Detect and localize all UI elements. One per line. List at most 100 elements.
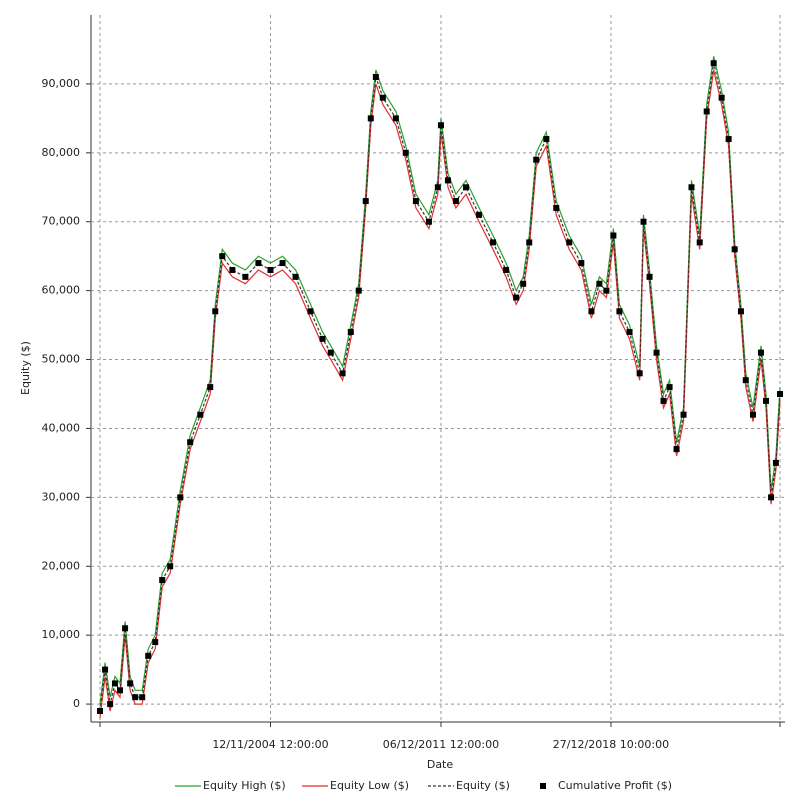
- marker: [718, 94, 725, 101]
- y-tick-label: 70,000: [42, 215, 81, 228]
- legend-label: Equity High ($): [203, 779, 286, 792]
- y-tick-label: 30,000: [42, 490, 81, 503]
- marker: [673, 446, 680, 453]
- marker: [111, 680, 118, 687]
- marker: [197, 411, 204, 418]
- marker: [355, 287, 362, 294]
- marker: [696, 239, 703, 246]
- y-tick-label: 80,000: [42, 146, 81, 159]
- marker: [588, 308, 595, 315]
- marker: [636, 370, 643, 377]
- marker: [616, 308, 623, 315]
- y-tick-label: 90,000: [42, 77, 81, 90]
- marker: [603, 287, 610, 294]
- marker: [653, 349, 660, 356]
- series-line: [99, 63, 781, 712]
- marker: [207, 384, 214, 391]
- marker: [666, 384, 673, 391]
- marker: [412, 198, 419, 205]
- y-tick-label: 20,000: [42, 559, 81, 572]
- marker: [319, 335, 326, 342]
- marker: [626, 328, 633, 335]
- marker: [452, 198, 459, 205]
- marker: [159, 577, 166, 584]
- marker: [757, 349, 764, 356]
- y-tick-label: 60,000: [42, 284, 81, 297]
- marker: [646, 273, 653, 280]
- marker: [177, 494, 184, 501]
- marker: [229, 266, 236, 273]
- marker: [566, 239, 573, 246]
- marker: [520, 280, 527, 287]
- series-line: [99, 69, 781, 718]
- marker: [425, 218, 432, 225]
- marker: [610, 232, 617, 239]
- x-tick-label: 06/12/2011 12:00:00: [383, 738, 499, 751]
- marker: [731, 246, 738, 253]
- marker: [187, 439, 194, 446]
- marker: [152, 639, 159, 646]
- marker: [680, 411, 687, 418]
- y-tick-label: 0: [73, 697, 80, 710]
- marker: [347, 328, 354, 335]
- marker: [132, 694, 139, 701]
- marker: [392, 115, 399, 122]
- marker: [139, 694, 146, 701]
- marker: [503, 266, 510, 273]
- marker: [513, 294, 520, 301]
- marker: [372, 74, 379, 81]
- marker: [379, 94, 386, 101]
- marker: [434, 184, 441, 191]
- marker: [742, 377, 749, 384]
- marker: [122, 625, 129, 632]
- marker: [292, 273, 299, 280]
- marker: [327, 349, 334, 356]
- marker: [533, 156, 540, 163]
- marker: [703, 108, 710, 115]
- marker: [267, 266, 274, 273]
- marker: [749, 411, 756, 418]
- marker: [725, 136, 732, 143]
- marker: [102, 666, 109, 673]
- marker: [578, 260, 585, 267]
- marker: [526, 239, 533, 246]
- x-tick-label: 27/12/2018 10:00:00: [553, 738, 669, 751]
- marker: [145, 652, 152, 659]
- marker: [367, 115, 374, 122]
- x-tick-label: 12/11/2004 12:00:00: [212, 738, 328, 751]
- marker: [127, 680, 134, 687]
- marker: [255, 260, 262, 267]
- y-tick-label: 50,000: [42, 353, 81, 366]
- marker: [640, 218, 647, 225]
- marker: [710, 60, 717, 67]
- marker: [553, 204, 560, 211]
- marker: [490, 239, 497, 246]
- legend-label: Equity Low ($): [330, 779, 409, 792]
- marker: [737, 308, 744, 315]
- marker: [279, 260, 286, 267]
- y-tick-label: 40,000: [42, 421, 81, 434]
- marker: [543, 136, 550, 143]
- marker: [772, 459, 779, 466]
- marker: [768, 494, 775, 501]
- marker: [596, 280, 603, 287]
- marker: [777, 390, 783, 397]
- y-axis-title: Equity ($): [19, 341, 32, 395]
- marker: [476, 211, 483, 218]
- marker: [444, 177, 451, 184]
- marker: [463, 184, 470, 191]
- marker: [437, 122, 444, 129]
- marker: [167, 563, 174, 570]
- legend-label: Equity ($): [456, 779, 510, 792]
- marker: [660, 397, 667, 404]
- marker: [212, 308, 219, 315]
- marker: [339, 370, 346, 377]
- marker: [107, 701, 114, 708]
- marker: [219, 253, 226, 260]
- marker: [242, 273, 249, 280]
- marker: [362, 198, 369, 205]
- marker: [117, 687, 124, 694]
- x-axis-title: Date: [427, 758, 454, 771]
- legend-label: Cumulative Profit ($): [558, 779, 672, 792]
